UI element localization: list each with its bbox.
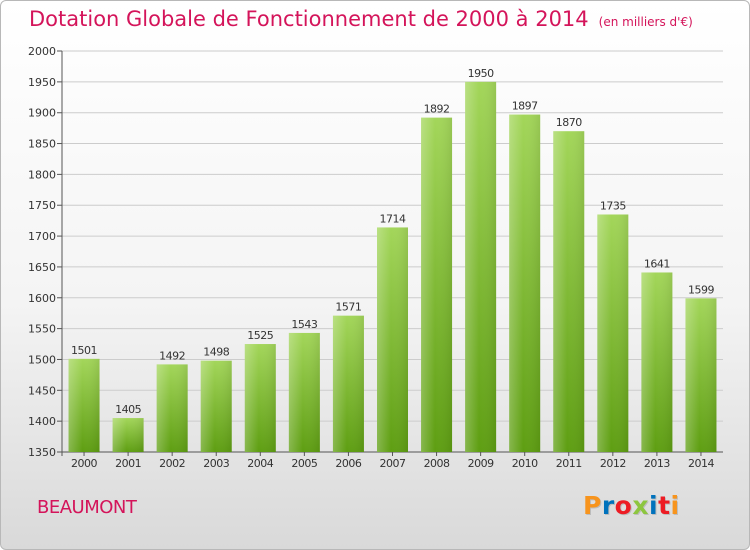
x-tick-label: 2000 (71, 457, 97, 470)
bar-2014: 1599 (685, 283, 717, 452)
bar-shine (509, 114, 541, 452)
x-tick-label: 2014 (688, 457, 714, 470)
bar-2004: 1525 (244, 329, 276, 452)
x-tick-label: 2008 (424, 457, 450, 470)
bar-2003: 1498 (200, 346, 232, 452)
logo-letter: x (632, 491, 649, 520)
data-label: 1501 (71, 344, 97, 357)
logo-letter: i (649, 491, 659, 520)
chart-subtitle: (en milliers d'€) (598, 15, 693, 29)
y-tick-label: 2000 (28, 45, 56, 58)
x-tick-label: 2002 (159, 457, 185, 470)
logo-letter: i (670, 491, 680, 520)
x-tick-label: 2011 (556, 457, 582, 470)
y-tick-label: 1450 (28, 384, 56, 397)
data-label: 1405 (115, 403, 141, 416)
bar-shine (68, 358, 100, 452)
data-label: 1571 (335, 301, 361, 314)
bar-shine (112, 418, 144, 452)
bar-shine (465, 81, 497, 452)
commune-name: BEAUMONT (37, 497, 137, 518)
y-tick-label: 1650 (28, 261, 56, 274)
y-tick-label: 1750 (28, 199, 56, 212)
data-label: 1950 (468, 67, 494, 80)
bar-2001: 1405 (112, 403, 144, 452)
bar-2007: 1714 (377, 212, 408, 452)
y-tick-label: 1500 (28, 353, 56, 366)
bar-shine (332, 315, 364, 452)
bar-shine (421, 117, 453, 453)
y-tick-label: 1900 (28, 107, 56, 120)
x-tick-label: 2013 (644, 457, 670, 470)
bar-shine (641, 272, 673, 452)
bar-2012: 1735 (597, 199, 629, 452)
y-tick-label: 1700 (28, 230, 56, 243)
bar-2008: 1892 (421, 103, 453, 453)
bar-2000: 1501 (68, 344, 100, 452)
bar-2013: 1641 (641, 257, 673, 452)
data-label: 1492 (159, 349, 185, 362)
x-tick-label: 2007 (380, 457, 406, 470)
x-tick-label: 2004 (247, 457, 273, 470)
x-tick-label: 2003 (203, 457, 229, 470)
bar-shine (553, 131, 585, 452)
axes: 1350 1400 1450 1500 1550 1600 1650 1700 1750 1800… (28, 45, 723, 470)
y-tick-label: 1800 (28, 168, 56, 181)
logo-letter: o (614, 491, 633, 520)
x-tick-label: 2012 (600, 457, 626, 470)
bar-2011: 1870 (553, 116, 585, 452)
bar-shine (200, 360, 232, 452)
bar-2010: 1897 (509, 100, 541, 452)
bar-shine (597, 214, 629, 452)
bar-2002: 1492 (156, 349, 188, 452)
data-label: 1870 (556, 116, 582, 129)
x-tick-label: 2006 (335, 457, 361, 470)
data-label: 1714 (380, 212, 406, 225)
y-tick-label: 1400 (28, 415, 56, 428)
bar-2005: 1543 (288, 318, 320, 452)
bar-2006: 1571 (332, 301, 364, 452)
data-label: 1525 (247, 329, 273, 342)
data-label: 1599 (688, 283, 714, 296)
data-label: 1641 (644, 257, 670, 270)
x-tick-label: 2009 (468, 457, 494, 470)
logo-letter: r (601, 491, 615, 520)
data-label: 1543 (291, 318, 317, 331)
y-tick-label: 1550 (28, 323, 56, 336)
bar-shine (244, 344, 276, 452)
y-tick-label: 1350 (28, 446, 56, 459)
data-label: 1735 (600, 199, 626, 212)
x-tick-label: 2005 (291, 457, 317, 470)
y-tick-label: 1850 (28, 138, 56, 151)
data-label: 1897 (512, 100, 538, 113)
bars: 1501 1405 1492 1498 1525 1543 1571 1714 1892 1950… (68, 67, 717, 453)
bar-shine (156, 364, 188, 452)
x-tick-label: 2010 (512, 457, 538, 470)
chart-title: Dotation Globale de Fonctionnement de 20… (29, 7, 693, 31)
logo-letter: P (583, 491, 602, 520)
y-tick-label: 1950 (28, 76, 56, 89)
logo-letter: t (658, 491, 671, 520)
bar-shine (288, 332, 320, 452)
bar-shine (377, 227, 408, 452)
bar-shine (685, 298, 717, 452)
x-tick-label: 2001 (115, 457, 141, 470)
data-label: 1498 (203, 346, 229, 359)
bar-2009: 1950 (465, 67, 497, 452)
data-label: 1892 (424, 103, 450, 116)
y-tick-label: 1600 (28, 292, 56, 305)
proxiti-logo[interactable]: Proxiti (583, 491, 680, 520)
